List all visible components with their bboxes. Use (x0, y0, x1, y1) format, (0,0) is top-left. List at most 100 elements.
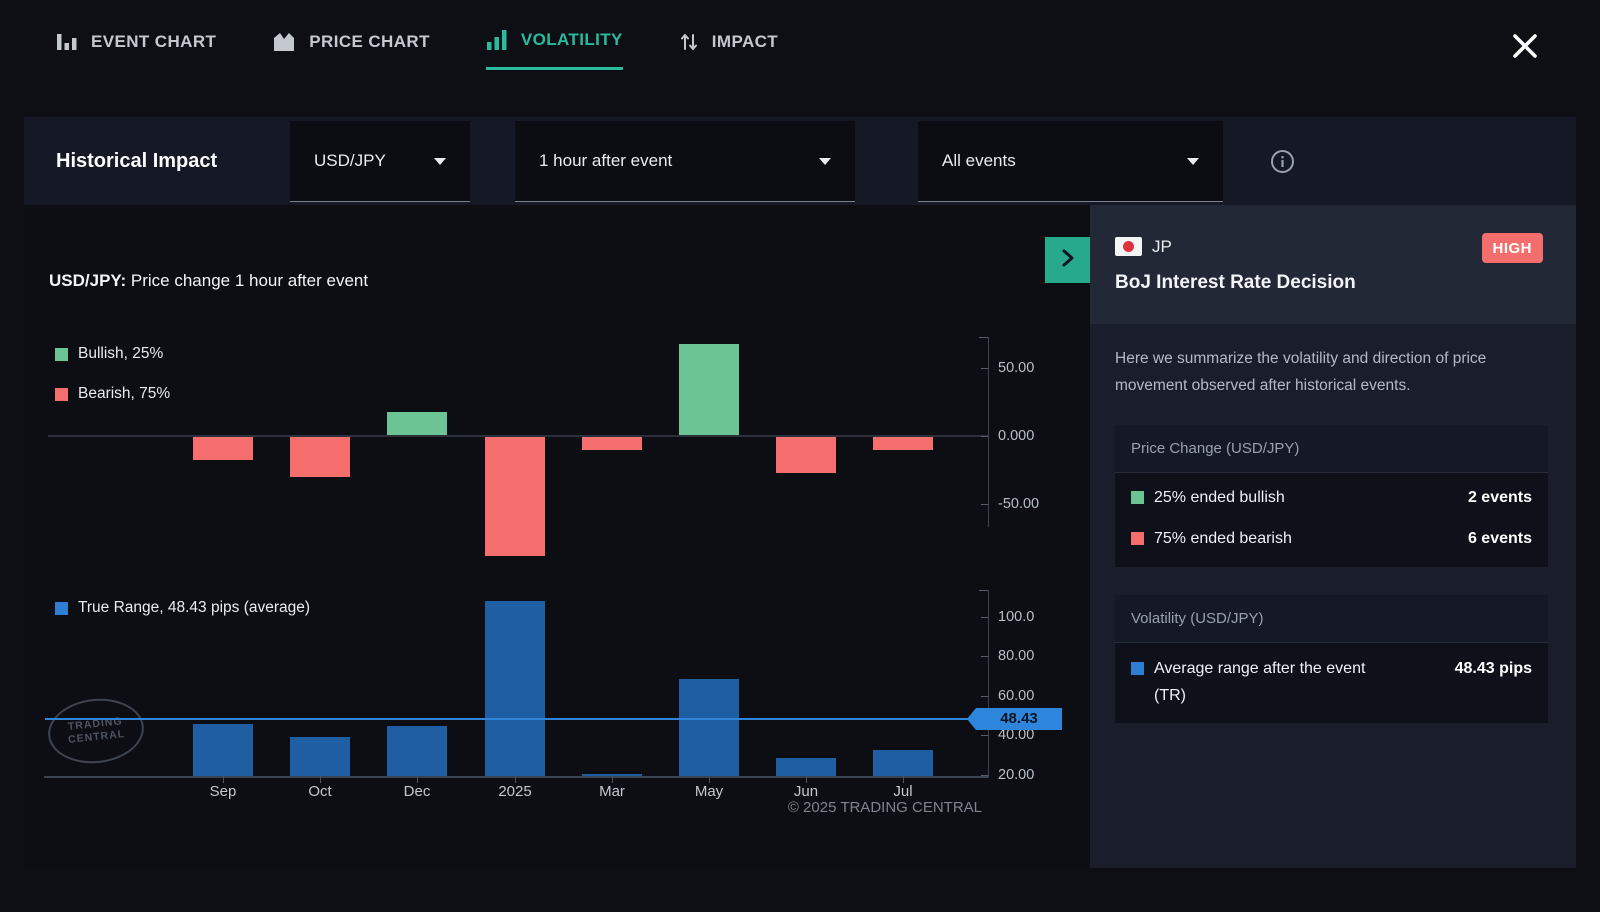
event-summary-panel: JP HIGH BoJ Interest Rate Decision Here … (1090, 205, 1576, 868)
y-axis-label: 20.00 (998, 767, 1035, 783)
event-title: BoJ Interest Rate Decision (1115, 272, 1356, 293)
toolbar: Historical Impact USD/JPY 1 hour after e… (24, 117, 1576, 205)
card-header: Price Change (USD/JPY) (1115, 425, 1548, 473)
events-filter-select[interactable]: All events (918, 121, 1223, 202)
price-change-bar-jul[interactable] (873, 436, 933, 450)
summary-row: 75% ended bearish 6 events (1115, 518, 1548, 559)
price-change-bar-sep[interactable] (193, 436, 253, 461)
y-axis-label: 80.00 (998, 648, 1035, 665)
axis-tick (979, 590, 988, 591)
event-chart-icon (56, 32, 78, 52)
event-description: Here we summarize the volatility and dir… (1115, 350, 1487, 394)
x-axis-label-jul: Jul (893, 783, 913, 800)
japan-flag-icon (1115, 237, 1142, 256)
true-range-bar-jul[interactable] (873, 750, 933, 777)
tab-label: EVENT CHART (91, 31, 217, 51)
info-icon[interactable] (1270, 149, 1295, 179)
impact-icon (679, 31, 699, 53)
row-swatch (1131, 532, 1144, 545)
tab-label: PRICE CHART (309, 31, 430, 51)
zero-line (48, 435, 988, 437)
row-value: 48.43 pips (1454, 660, 1532, 677)
y-axis-label: 100.0 (998, 608, 1035, 625)
row-value: 2 events (1467, 488, 1532, 506)
true-range-bar-may[interactable] (679, 678, 739, 777)
average-value-tag: 48.43 (967, 707, 1062, 730)
y-axis-label: 50.00 (998, 360, 1035, 376)
price-change-bar-may[interactable] (679, 343, 739, 436)
country-code: JP (1152, 236, 1172, 256)
legend-swatch (55, 601, 68, 615)
tab-price-chart[interactable]: PRICE CHART (272, 30, 430, 70)
price-chart-icon (272, 32, 296, 52)
card-body: Average range after the event (TR) 48.43 … (1115, 643, 1548, 723)
x-axis-tick (612, 776, 613, 783)
x-axis-label-dec: Dec (403, 783, 431, 800)
caret-down-icon (1187, 157, 1199, 165)
events-filter-select-value: All events (942, 151, 1016, 170)
x-axis-label-oct: Oct (308, 783, 332, 800)
x-axis-tick (515, 776, 516, 783)
x-axis-tick (709, 776, 710, 783)
tab-impact[interactable]: IMPACT (679, 30, 778, 70)
price-change-bar-mar[interactable] (582, 436, 642, 450)
true-range-bar-sep[interactable] (193, 723, 253, 777)
page-title: Historical Impact (56, 149, 218, 172)
true-range-y-axis (988, 590, 989, 778)
x-axis-tick (903, 776, 904, 783)
price-change-bar-oct[interactable] (290, 436, 350, 477)
summary-sections: Price Change (USD/JPY) 25% ended bullish 2… (1115, 425, 1548, 751)
caret-down-icon (819, 157, 831, 165)
price-change-bar-jun[interactable] (776, 436, 836, 473)
legend-swatch (55, 347, 68, 361)
volatility-icon (486, 30, 508, 50)
true-range-bar-jun[interactable] (776, 758, 836, 777)
axis-tick (981, 616, 988, 618)
x-axis-line (44, 776, 988, 778)
true-range-bar-2025[interactable] (485, 600, 545, 777)
price-change-legend: Bullish, 25% Bearish, 75% (55, 345, 170, 403)
chart-type-tabs: EVENT CHART PRICE CHART VOLATILITY IMPACT (56, 30, 778, 70)
pair-select[interactable]: USD/JPY (290, 121, 470, 202)
true-range-bar-dec[interactable] (387, 725, 447, 777)
y-axis-label: -50.00 (998, 496, 1040, 512)
price-change-bar-dec[interactable] (387, 411, 447, 436)
legend-label: Bullish, 25% (78, 345, 164, 362)
axis-tick (981, 735, 988, 737)
close-icon (1509, 30, 1541, 67)
axis-tick (981, 504, 988, 505)
legend-label: Bearish, 75% (78, 385, 171, 402)
summary-row: 25% ended bullish 2 events (1115, 477, 1548, 518)
price-change-legend-item: Bullish, 25% (55, 345, 170, 363)
axis-tick (981, 656, 988, 658)
x-axis-tick (417, 776, 418, 783)
collapse-panel-button[interactable] (1045, 237, 1090, 283)
tab-event-chart[interactable]: EVENT CHART (56, 30, 216, 70)
x-axis-tick (320, 776, 321, 783)
row-swatch (1131, 491, 1144, 504)
tab-label: IMPACT (711, 31, 779, 51)
price-change-bar-2025[interactable] (485, 436, 545, 556)
tab-volatility[interactable]: VOLATILITY (485, 30, 623, 70)
card-body: 25% ended bullish 2 events 75% ended beari… (1115, 473, 1548, 567)
card-header: Volatility (USD/JPY) (1115, 595, 1548, 643)
x-axis-tick (223, 776, 224, 783)
x-axis-label-may: May (694, 783, 724, 800)
chart-title: USD/JPY: Price change 1 hour after event (49, 271, 368, 291)
axis-tick (981, 695, 988, 697)
true-range-bar-oct[interactable] (290, 737, 350, 777)
close-button[interactable] (1505, 28, 1545, 68)
true-range-legend: True Range, 48.43 pips (average) (55, 599, 310, 617)
average-range-line (45, 717, 972, 720)
true-range-legend-item: True Range, 48.43 pips (average) (55, 599, 310, 617)
pair-select-value: USD/JPY (314, 151, 386, 170)
axis-tick (981, 436, 988, 437)
row-label: Average range after the event (TR) (1154, 660, 1366, 704)
chevron-right-icon (1060, 248, 1076, 273)
time-window-select[interactable]: 1 hour after event (515, 121, 855, 202)
row-label: 75% ended bearish (1154, 529, 1292, 547)
price-change-y-axis (988, 337, 989, 527)
x-axis-label-sep: Sep (209, 783, 237, 800)
true-range-bar-mar[interactable] (582, 774, 642, 777)
